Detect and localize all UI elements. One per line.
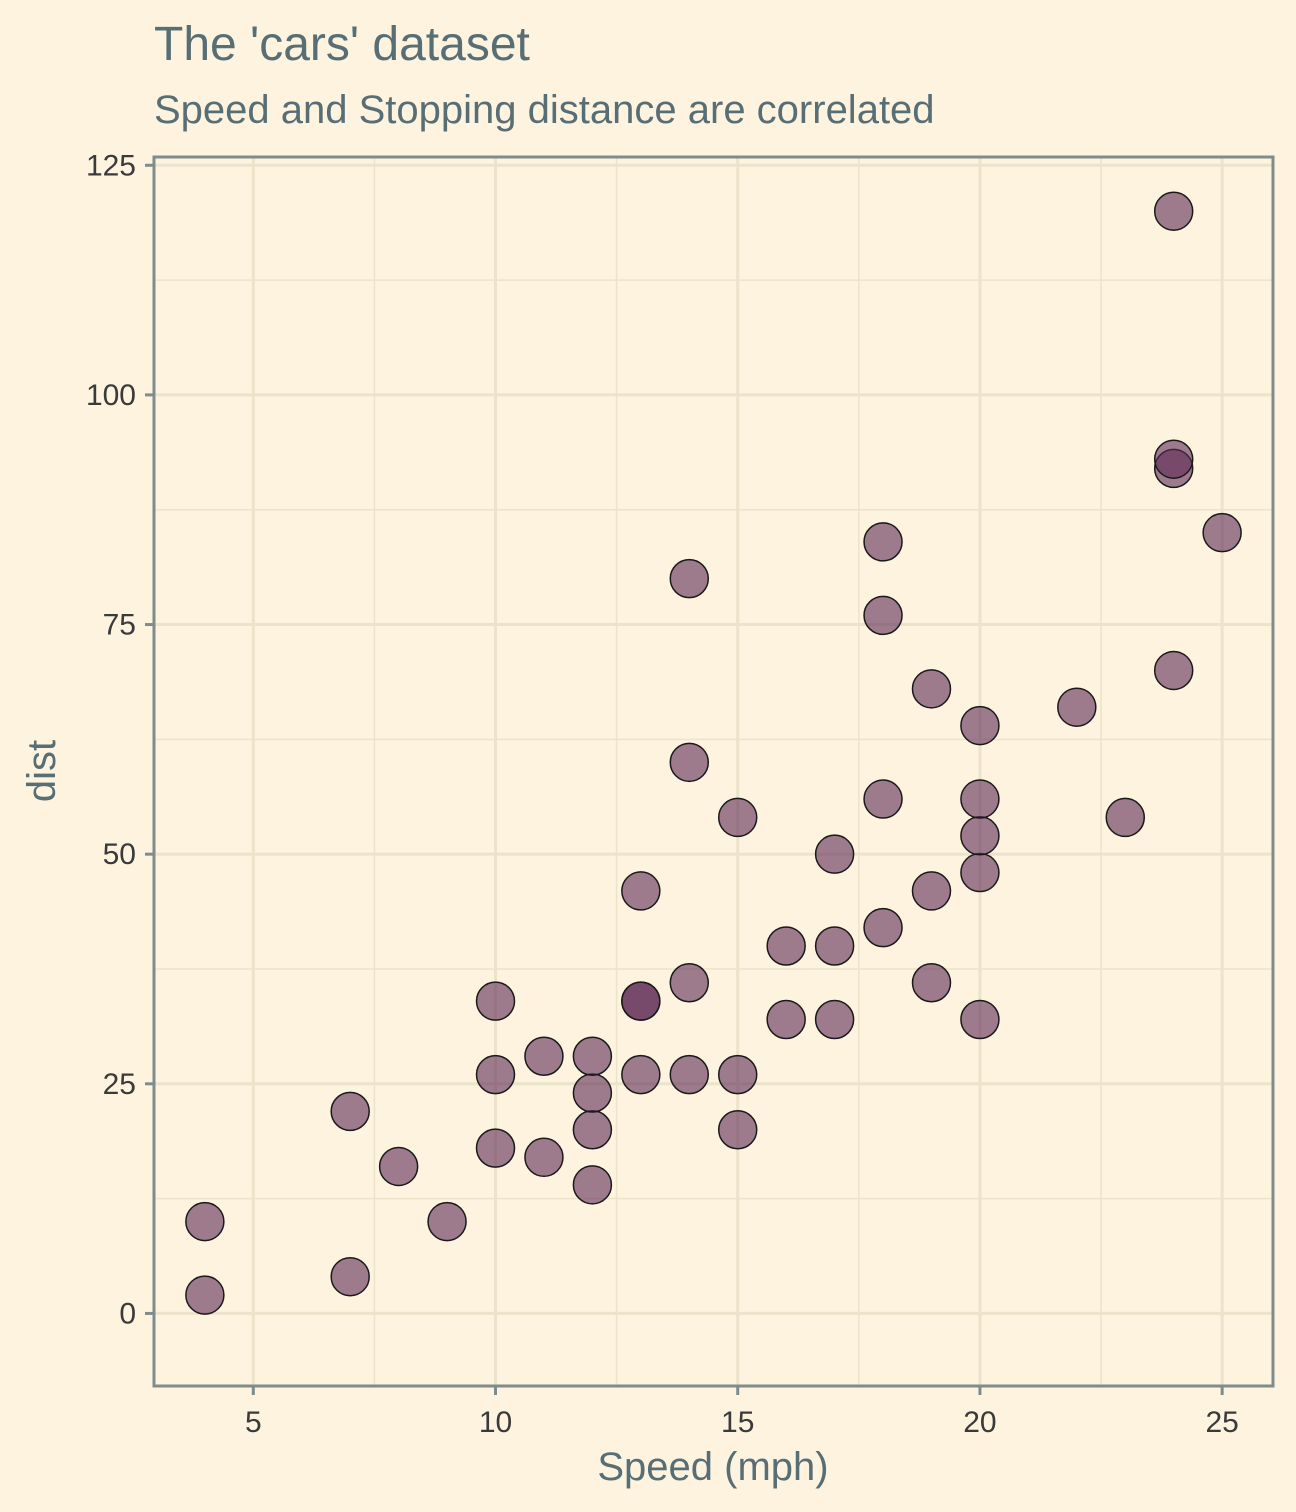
data-point <box>863 779 903 819</box>
data-point <box>524 1036 564 1076</box>
data-point <box>185 1201 225 1242</box>
data-point <box>717 797 758 838</box>
y-tick-label: 25 <box>103 1068 136 1101</box>
data-point <box>621 871 661 911</box>
data-point <box>669 558 710 599</box>
data-point <box>814 926 855 966</box>
data-point <box>669 1054 710 1095</box>
data-point <box>378 1146 419 1187</box>
data-point <box>669 742 710 783</box>
y-axis-title: dist <box>20 740 64 802</box>
x-tick-label: 15 <box>721 1406 754 1439</box>
axes <box>152 155 1275 1388</box>
tick-labels: 5 10 15 20 25 0 25 50 75 100 125 <box>86 149 1239 1439</box>
chart-title: The 'cars' dataset <box>154 18 530 71</box>
data-point <box>1153 439 1194 479</box>
data-point <box>475 1054 516 1095</box>
data-point <box>524 1137 564 1178</box>
data-point <box>1105 797 1146 838</box>
y-tick-label: 50 <box>103 838 136 871</box>
data-point <box>572 1165 613 1205</box>
data-point <box>863 595 903 636</box>
data-point <box>960 816 1000 856</box>
data-point <box>766 926 806 966</box>
data-point <box>863 907 903 948</box>
data-point <box>960 852 1000 893</box>
data-point <box>621 1054 661 1095</box>
x-tick-label: 10 <box>479 1406 512 1439</box>
data-point <box>814 834 855 874</box>
data-point <box>911 669 952 709</box>
chart-subtitle: Speed and Stopping distance are correlat… <box>154 88 935 132</box>
x-tick-label: 5 <box>245 1406 262 1439</box>
data-point <box>330 1256 370 1297</box>
x-tick-label: 20 <box>963 1406 996 1439</box>
y-tick-label: 100 <box>86 379 136 412</box>
data-point <box>717 1054 758 1095</box>
data-point <box>427 1201 467 1242</box>
data-point <box>1202 512 1242 553</box>
data-point <box>911 871 952 911</box>
data-point <box>960 779 1000 819</box>
data-point <box>330 1091 370 1132</box>
y-tick-label: 0 <box>119 1297 136 1330</box>
data-points <box>185 191 1242 1315</box>
data-point <box>1153 650 1194 691</box>
x-axis-title: Speed (mph) <box>597 1445 828 1489</box>
data-point <box>766 999 806 1040</box>
data-point <box>475 981 516 1021</box>
data-point <box>911 963 952 1003</box>
data-point <box>669 963 710 1003</box>
grid <box>154 157 1273 1386</box>
data-point <box>185 1275 225 1315</box>
plot-border <box>152 155 1275 1388</box>
data-point <box>960 705 1000 746</box>
data-point <box>960 999 1000 1040</box>
data-point <box>717 1109 758 1150</box>
data-point <box>863 522 903 562</box>
y-tick-label: 125 <box>86 149 136 182</box>
data-point <box>1057 687 1097 727</box>
data-point <box>572 1036 613 1076</box>
data-point <box>475 1128 516 1168</box>
x-tick-label: 25 <box>1205 1406 1238 1439</box>
data-point <box>572 1109 613 1150</box>
y-tick-label: 75 <box>103 609 136 642</box>
data-point <box>814 999 855 1040</box>
data-point <box>621 981 661 1021</box>
data-point <box>1153 191 1194 231</box>
data-point <box>572 1073 613 1113</box>
